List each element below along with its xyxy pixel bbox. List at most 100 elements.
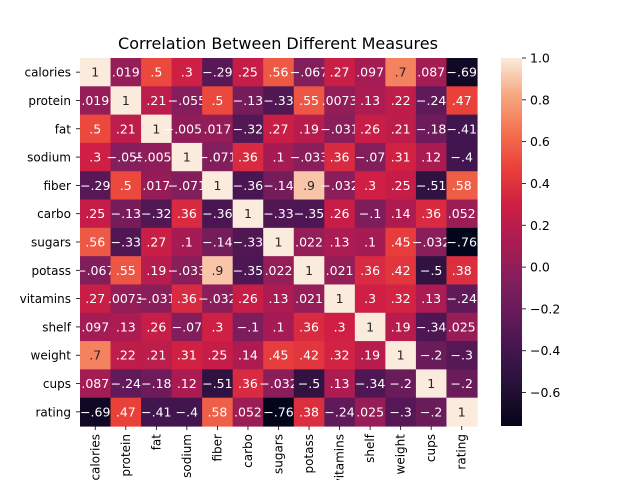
cell-value-label: .025 xyxy=(448,319,476,334)
heatmap-cell xyxy=(293,142,325,172)
heatmap-cell xyxy=(446,397,478,427)
heatmap-cell xyxy=(110,171,142,201)
cell-value-label: .21 xyxy=(116,121,136,136)
cell-value-label: .1 xyxy=(273,319,285,334)
heatmap-cell xyxy=(171,142,203,172)
heatmap-cell xyxy=(385,227,417,257)
cell-value-label: .1 xyxy=(181,235,193,250)
x-tick-label: weight xyxy=(394,434,408,475)
cell-value-label: −.33 xyxy=(263,206,293,221)
cell-value-label: −.032 xyxy=(320,178,358,193)
heatmap-cell xyxy=(232,312,264,342)
heatmap-cell xyxy=(415,256,448,286)
cell-value-label: −.033 xyxy=(290,150,328,165)
x-tick-label: vitamins xyxy=(333,434,347,480)
cell-value-label: .9 xyxy=(211,263,223,278)
colorbar-ticks: 1.0 0.8 0.6 0.4 0.2 0.0 −0.2 −0.4 −0.6 xyxy=(522,51,560,400)
heatmap-cell xyxy=(110,284,142,314)
heatmap-cell xyxy=(446,58,478,87)
heatmap-cell xyxy=(354,142,386,172)
heatmap-cell xyxy=(293,284,325,314)
cell-value-label: .097 xyxy=(81,319,109,334)
heatmap-cell xyxy=(354,171,386,201)
heatmap-cell xyxy=(354,312,386,342)
cell-value-label: .25 xyxy=(207,348,227,363)
heatmap-cell xyxy=(446,171,478,201)
heatmap-cell xyxy=(80,227,112,257)
cell-value-label: .21 xyxy=(391,121,411,136)
cell-value-label: .47 xyxy=(452,93,472,108)
cell-value-label: .7 xyxy=(395,65,407,80)
cell-value-label: −.032 xyxy=(412,235,450,250)
heatmap-cell xyxy=(446,86,478,116)
cell-value-label: 1 xyxy=(336,291,344,306)
cell-value-label: −.36 xyxy=(202,206,232,221)
heatmap-cell xyxy=(385,341,417,370)
colorbar-tick-label: −0.2 xyxy=(530,301,560,316)
y-tick-label: vitamins xyxy=(20,292,71,306)
cell-value-label: .13 xyxy=(330,235,350,250)
cell-value-label: −.14 xyxy=(263,178,293,193)
cell-value-label: 1 xyxy=(152,121,160,136)
heatmap-cell xyxy=(354,256,386,286)
heatmap-cell xyxy=(232,227,264,257)
cell-value-label: −.34 xyxy=(416,319,446,334)
heatmap-cell xyxy=(141,369,173,399)
heatmap-cell xyxy=(171,86,203,116)
cell-value-label: −.34 xyxy=(355,376,385,391)
cell-value-label: .5 xyxy=(89,121,101,136)
heatmap-cell xyxy=(324,341,356,370)
x-tick-labels: calories protein fat sodium fiber carbo sugars… xyxy=(88,426,469,480)
cell-value-label: −.2 xyxy=(451,376,473,391)
heatmap-cell xyxy=(141,312,173,342)
colorbar xyxy=(501,58,522,426)
heatmap-cell xyxy=(141,86,173,116)
x-tick-label: shelf xyxy=(363,433,377,463)
y-tick-label: fiber xyxy=(44,179,72,193)
cell-value-label: .19 xyxy=(391,319,411,334)
heatmap-cell xyxy=(446,312,478,342)
colorbar-tick-label: −0.4 xyxy=(530,343,560,358)
heatmap-cell xyxy=(202,171,234,201)
cell-value-label: .56 xyxy=(85,235,105,250)
heatmap-cell xyxy=(446,227,478,257)
heatmap-cell xyxy=(80,114,112,144)
heatmap-cell xyxy=(202,227,234,257)
cell-value-label: .45 xyxy=(269,348,289,363)
cell-value-label: −.14 xyxy=(202,235,232,250)
heatmap-cell xyxy=(324,256,356,286)
cell-value-label: .3 xyxy=(364,291,376,306)
heatmap-cell xyxy=(232,199,264,229)
cell-value-label: −.0055 xyxy=(164,121,210,136)
cell-value-label: .31 xyxy=(391,150,411,165)
heatmap-cell xyxy=(232,397,264,427)
x-tick-label: sodium xyxy=(180,434,194,478)
heatmap-cell xyxy=(202,58,234,87)
heatmap-cell xyxy=(354,86,386,116)
heatmap-cell xyxy=(202,256,234,286)
heatmap-cell xyxy=(385,58,417,87)
heatmap-cell xyxy=(293,58,325,87)
cell-value-label: .1 xyxy=(364,235,376,250)
cell-value-label: −.1 xyxy=(359,206,381,221)
cell-value-label: −.18 xyxy=(141,376,171,391)
heatmap-cell xyxy=(324,312,356,342)
cell-value-label: .0073 xyxy=(108,291,144,306)
y-tick-label: rating xyxy=(35,405,71,419)
heatmap-cell xyxy=(202,114,234,144)
heatmap-cell xyxy=(324,284,356,314)
heatmap-cell xyxy=(324,227,356,257)
cell-value-label: −.41 xyxy=(447,121,477,136)
heatmap-cell xyxy=(385,199,417,229)
cell-value-label: −.69 xyxy=(80,404,110,419)
heatmap-cell xyxy=(415,341,448,370)
cell-value-label: −.067 xyxy=(76,263,114,278)
cell-value-label: .32 xyxy=(391,291,411,306)
cell-value-label: −.24 xyxy=(111,376,141,391)
cell-value-label: −.69 xyxy=(447,65,477,80)
cell-value-label: −.032 xyxy=(198,291,236,306)
colorbar-tick-label: 0.6 xyxy=(530,134,550,149)
cell-value-label: .27 xyxy=(146,235,166,250)
x-tick-label: potass xyxy=(302,434,316,474)
heatmap-cell xyxy=(80,312,112,342)
